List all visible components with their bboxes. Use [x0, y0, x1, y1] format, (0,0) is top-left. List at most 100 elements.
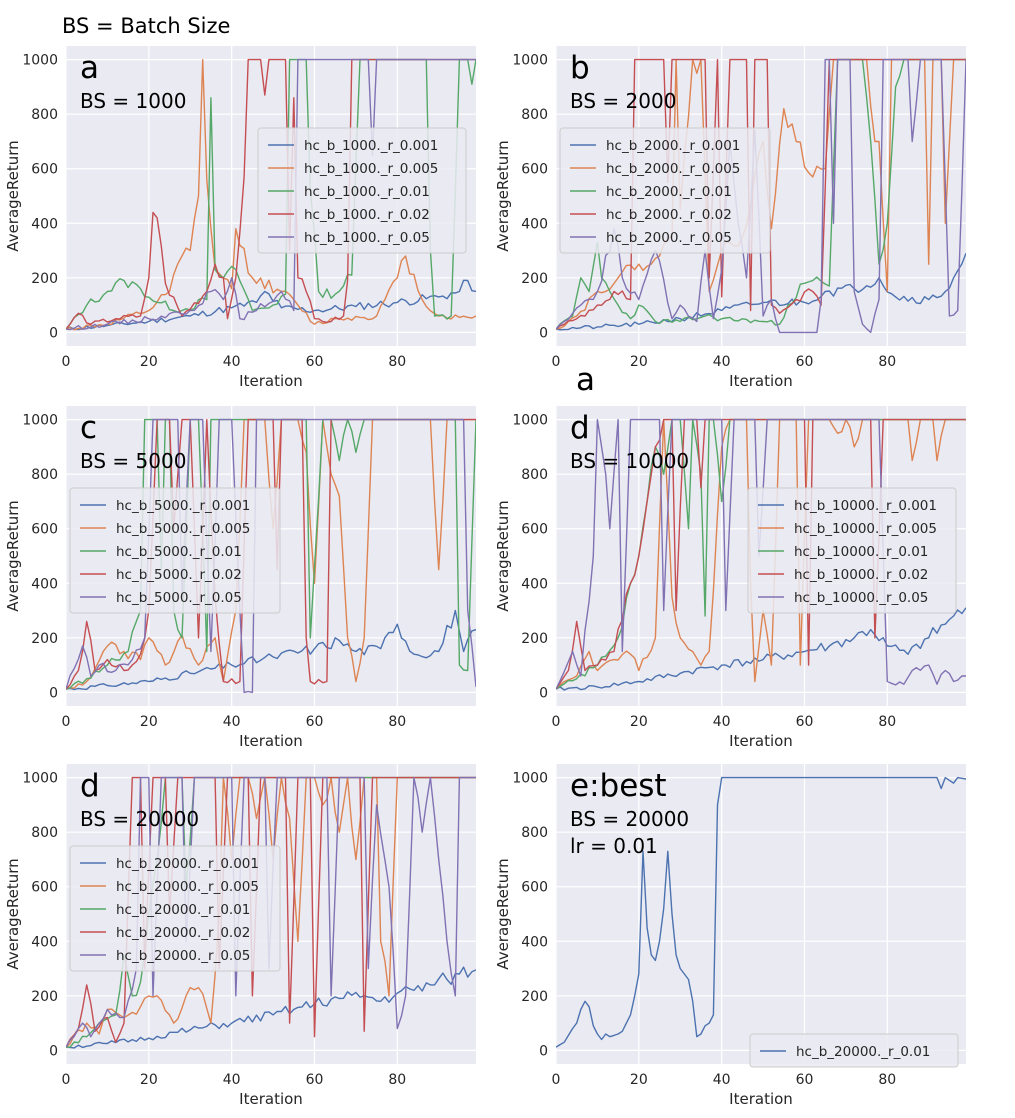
legend-entry: hc_b_5000._r_0.02	[116, 567, 242, 583]
series-line-2	[556, 58, 966, 330]
series-line-0	[66, 279, 476, 331]
legend-entry: hc_b_20000._r_0.01	[116, 902, 250, 918]
x-axis-label: Iteration	[729, 372, 793, 390]
x-tick-label: 40	[713, 714, 731, 730]
y-tick-label: 600	[31, 162, 58, 178]
y-tick-label: 0	[49, 1043, 58, 1059]
x-axis-label: Iteration	[729, 1090, 793, 1108]
x-tick-label: 0	[552, 714, 561, 730]
chart-panel-d-20000: 0 20 40 60 8002004006008001000IterationAvera…	[4, 764, 476, 1108]
x-tick-label: 0	[62, 354, 71, 370]
series-line-1	[66, 58, 476, 331]
y-axis-label: AverageReturn	[494, 140, 512, 251]
x-tick-label: 0	[62, 714, 71, 730]
y-axis-label: AverageReturn	[4, 858, 22, 969]
y-tick-label: 200	[31, 631, 58, 647]
legend-entry: hc_b_5000._r_0.05	[116, 590, 242, 606]
y-tick-label: 200	[521, 631, 548, 647]
legend-entry: hc_b_20000._r_0.005	[116, 879, 259, 895]
legend-entry: hc_b_5000._r_0.005	[116, 521, 250, 537]
y-axis-label: AverageReturn	[494, 500, 512, 611]
legend-entry: hc_b_2000._r_0.01	[606, 184, 732, 200]
legend-entry: hc_b_10000._r_0.01	[794, 544, 928, 560]
y-tick-label: 800	[521, 467, 548, 483]
legend-entry: hc_b_1000._r_0.05	[304, 230, 430, 246]
y-tick-label: 0	[49, 325, 58, 341]
x-tick-label: 0	[552, 1072, 561, 1088]
y-tick-label: 400	[31, 576, 58, 592]
panel-annotation: lr = 0.01	[570, 834, 658, 858]
y-tick-label: 600	[521, 522, 548, 538]
y-tick-label: 200	[521, 989, 548, 1005]
legend-entry: hc_b_5000._r_0.001	[116, 498, 250, 514]
legend-entry: hc_b_20000._r_0.001	[116, 856, 259, 872]
x-tick-label: 80	[878, 1072, 896, 1088]
x-tick-label: 0	[552, 354, 561, 370]
y-tick-label: 1000	[512, 413, 548, 429]
y-tick-label: 400	[31, 934, 58, 950]
x-tick-label: 80	[388, 354, 406, 370]
x-tick-label: 0	[62, 1072, 71, 1088]
chart-panel-a: 0 20 40 60 8002004006008001000IterationAvera…	[4, 46, 476, 390]
y-tick-label: 1000	[512, 53, 548, 69]
legend-entry: hc_b_20000._r_0.02	[116, 925, 250, 941]
panel-letter: c	[80, 410, 97, 446]
y-tick-label: 1000	[512, 771, 548, 787]
y-axis-label: AverageReturn	[4, 140, 22, 251]
x-axis-label: Iteration	[239, 372, 303, 390]
legend-entry: hc_b_1000._r_0.001	[304, 138, 438, 154]
x-tick-label: 80	[878, 714, 896, 730]
chart-panel-b: 0 20 40 60 8002004006008001000IterationAvera…	[494, 46, 966, 390]
series-line-4	[556, 58, 966, 334]
x-tick-label: 60	[306, 1072, 324, 1088]
panel-annotation: BS = 20000	[80, 807, 199, 831]
series-line-0	[556, 607, 966, 691]
legend-entry: hc_b_1000._r_0.01	[304, 184, 430, 200]
legend-entry: hc_b_2000._r_0.001	[606, 138, 740, 154]
y-axis-label: AverageReturn	[4, 500, 22, 611]
y-tick-label: 400	[31, 216, 58, 232]
legend-entry: hc_b_5000._r_0.01	[116, 544, 242, 560]
x-tick-label: 60	[796, 1072, 814, 1088]
panel-annotation: BS = 20000	[570, 807, 689, 831]
x-tick-label: 40	[223, 1072, 241, 1088]
x-axis-label: Iteration	[239, 732, 303, 750]
x-tick-label: 20	[630, 1072, 648, 1088]
x-tick-label: 60	[796, 714, 814, 730]
y-tick-label: 600	[521, 162, 548, 178]
y-tick-label: 600	[31, 880, 58, 896]
legend-entry: hc_b_1000._r_0.02	[304, 207, 430, 223]
stray-label: a	[576, 362, 595, 398]
x-tick-label: 80	[388, 1072, 406, 1088]
panel-letter: a	[80, 50, 99, 86]
x-tick-label: 20	[140, 354, 158, 370]
legend-box	[69, 845, 281, 972]
legend-box	[749, 1033, 959, 1068]
y-tick-label: 800	[521, 107, 548, 123]
y-tick-label: 200	[521, 271, 548, 287]
series-line-4	[66, 418, 476, 694]
y-tick-label: 400	[521, 934, 548, 950]
y-tick-label: 0	[539, 325, 548, 341]
x-tick-label: 60	[306, 354, 324, 370]
panel-letter: d	[570, 410, 590, 446]
y-axis-label: AverageReturn	[494, 858, 512, 969]
x-axis-label: Iteration	[729, 732, 793, 750]
y-tick-label: 600	[521, 880, 548, 896]
panel-annotation: BS = 5000	[80, 449, 186, 473]
x-tick-label: 40	[713, 1072, 731, 1088]
y-tick-label: 800	[31, 825, 58, 841]
series-line-0	[556, 253, 966, 331]
series-line-4	[66, 58, 476, 331]
y-tick-label: 800	[31, 467, 58, 483]
y-tick-label: 0	[539, 685, 548, 701]
panel-annotation: BS = 10000	[570, 449, 689, 473]
y-tick-label: 600	[31, 522, 58, 538]
panel-letter: b	[570, 50, 590, 86]
legend-entry: hc_b_2000._r_0.005	[606, 161, 740, 177]
x-tick-label: 60	[306, 714, 324, 730]
panel-letter: d	[80, 768, 100, 804]
legend-box	[559, 127, 771, 254]
y-tick-label: 0	[49, 685, 58, 701]
y-tick-label: 400	[521, 216, 548, 232]
